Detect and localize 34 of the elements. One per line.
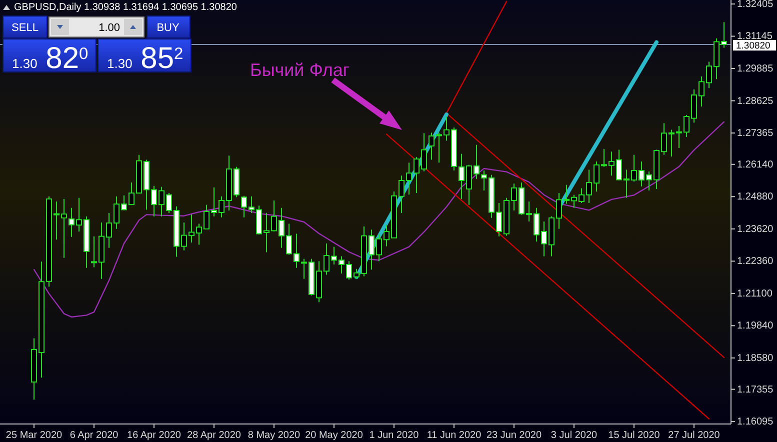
y-tick-label: 1.22360 [737, 256, 774, 268]
y-tick-label: 1.16095 [737, 416, 774, 428]
x-tick-label: 11 Jun 2020 [426, 430, 482, 441]
y-tick-label: 1.27365 [737, 128, 774, 140]
x-tick-label: 15 Jul 2020 [608, 430, 660, 441]
y-tick-label: 1.21100 [737, 288, 773, 300]
y-tick-label: 1.18580 [737, 352, 774, 364]
annotation: GBPUSD,Daily 1.30938 1.31694 1.30695 1.30820 [14, 2, 238, 13]
ref-line-label: 1.30820 [736, 40, 770, 52]
x-tick-label: 6 Apr 2020 [70, 430, 119, 441]
x-tick-label: 28 Apr 2020 [187, 430, 242, 441]
x-tick-label: 23 Jun 2020 [486, 430, 542, 441]
y-tick-label: 1.23620 [737, 224, 774, 235]
x-tick-label: 3 Jul 2020 [550, 430, 598, 441]
annotation: BUY [156, 22, 180, 34]
y-tick-label: 1.28625 [737, 96, 774, 107]
y-tick-label: 1.31145 [737, 31, 773, 42]
x-tick-label: 8 May 2020 [248, 430, 301, 441]
annotation: 1.30 82$^{0}$ [12, 42, 88, 75]
y-tick-label: 1.19840 [737, 320, 774, 332]
annotation: 1.00 [98, 22, 120, 34]
y-tick-label: 1.26140 [737, 159, 774, 170]
annotation: 1.30 85$^{2}$ [107, 42, 184, 75]
x-tick-label: 1 Jun 2020 [369, 430, 420, 441]
annotation: Бычий Флаг [250, 60, 350, 80]
y-tick-label: 1.29885 [737, 63, 774, 74]
y-tick-label: 1.17355 [737, 384, 774, 396]
x-tick-label: 27 Jul 2020 [668, 430, 720, 441]
x-tick-label: 16 Apr 2020 [127, 430, 182, 441]
y-tick-label: 1.24880 [737, 192, 774, 203]
y-tick-label: 1.32405 [737, 0, 774, 10]
x-tick-label: 25 Mar 2020 [6, 430, 63, 441]
annotation: SELL [12, 22, 38, 34]
x-tick-label: 20 May 2020 [305, 430, 364, 441]
